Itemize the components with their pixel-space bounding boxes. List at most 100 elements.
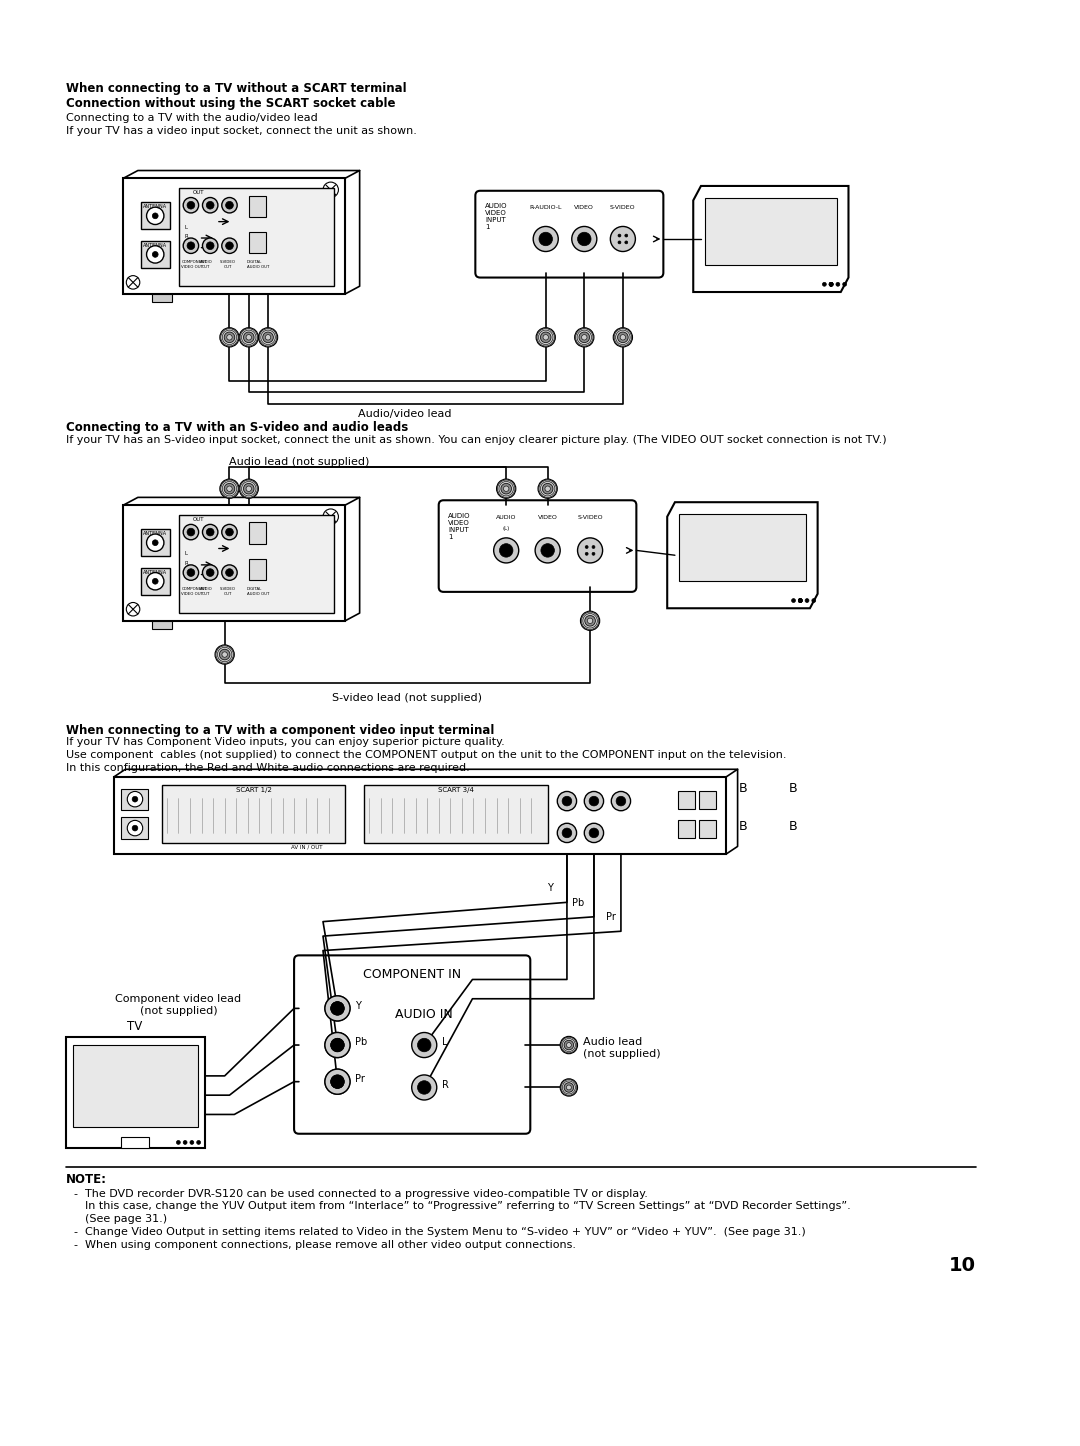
Circle shape bbox=[540, 333, 551, 343]
Text: Pr: Pr bbox=[606, 912, 616, 923]
Circle shape bbox=[616, 797, 625, 805]
Text: AUDIO
VIDEO
INPUT
1: AUDIO VIDEO INPUT 1 bbox=[448, 513, 471, 539]
Circle shape bbox=[202, 198, 218, 213]
Circle shape bbox=[613, 328, 633, 347]
Circle shape bbox=[202, 525, 218, 539]
Bar bbox=[113, 777, 726, 855]
Circle shape bbox=[499, 544, 513, 557]
Bar bbox=[248, 560, 266, 580]
Circle shape bbox=[536, 328, 555, 347]
Circle shape bbox=[258, 328, 278, 347]
Text: ANTENNA
IN: ANTENNA IN bbox=[144, 531, 167, 542]
Circle shape bbox=[561, 1079, 578, 1096]
Circle shape bbox=[542, 483, 553, 495]
Circle shape bbox=[503, 486, 509, 492]
Circle shape bbox=[411, 1074, 436, 1100]
Bar bbox=[699, 820, 716, 837]
Circle shape bbox=[829, 282, 833, 286]
Circle shape bbox=[325, 996, 350, 1021]
Text: Connection without using the SCART socket cable: Connection without using the SCART socke… bbox=[66, 97, 395, 110]
Circle shape bbox=[147, 534, 164, 551]
Circle shape bbox=[829, 282, 833, 286]
Circle shape bbox=[202, 565, 218, 580]
Text: B: B bbox=[739, 820, 747, 833]
Text: AV IN / OUT: AV IN / OUT bbox=[291, 844, 322, 849]
Text: S-VIDEO: S-VIDEO bbox=[610, 205, 636, 210]
Circle shape bbox=[539, 233, 553, 246]
Bar bbox=[152, 620, 172, 629]
Text: AUDIO
VIDEO
INPUT
1: AUDIO VIDEO INPUT 1 bbox=[485, 204, 508, 230]
Circle shape bbox=[418, 1038, 431, 1051]
FancyBboxPatch shape bbox=[294, 956, 530, 1134]
Circle shape bbox=[262, 333, 273, 343]
Circle shape bbox=[184, 1141, 187, 1144]
Circle shape bbox=[625, 241, 627, 244]
Circle shape bbox=[792, 599, 796, 603]
Circle shape bbox=[325, 1032, 350, 1057]
Bar bbox=[248, 233, 266, 253]
Circle shape bbox=[611, 791, 631, 811]
Bar bbox=[678, 791, 696, 808]
Text: S-video lead (not supplied): S-video lead (not supplied) bbox=[332, 693, 482, 703]
Text: R: R bbox=[185, 234, 188, 239]
Circle shape bbox=[206, 568, 214, 577]
Text: ANTENNA
IN: ANTENNA IN bbox=[144, 204, 167, 215]
Bar bbox=[705, 198, 837, 265]
Circle shape bbox=[239, 328, 258, 347]
Circle shape bbox=[538, 479, 557, 499]
Circle shape bbox=[221, 239, 238, 253]
Circle shape bbox=[798, 599, 802, 603]
Circle shape bbox=[266, 334, 271, 340]
Text: ANTENNA
OUT: ANTENNA OUT bbox=[144, 243, 167, 253]
Text: Audio lead
(not supplied): Audio lead (not supplied) bbox=[583, 1037, 661, 1058]
Circle shape bbox=[592, 545, 595, 548]
Text: When connecting to a TV without a SCART terminal: When connecting to a TV without a SCART … bbox=[66, 82, 406, 95]
Circle shape bbox=[545, 486, 551, 492]
Circle shape bbox=[618, 241, 621, 244]
Circle shape bbox=[541, 544, 554, 557]
Circle shape bbox=[578, 233, 591, 246]
Circle shape bbox=[585, 545, 589, 548]
Circle shape bbox=[620, 334, 625, 340]
Text: R: R bbox=[442, 1080, 448, 1090]
Circle shape bbox=[411, 1032, 436, 1057]
Circle shape bbox=[243, 483, 254, 495]
Text: Audio/video lead: Audio/video lead bbox=[359, 409, 451, 419]
Circle shape bbox=[330, 1038, 345, 1051]
Text: L: L bbox=[442, 1037, 447, 1047]
Circle shape bbox=[836, 282, 840, 286]
Circle shape bbox=[152, 578, 158, 584]
Circle shape bbox=[588, 617, 593, 623]
Circle shape bbox=[184, 239, 199, 253]
Text: SCART 1/2: SCART 1/2 bbox=[235, 787, 271, 792]
Bar bbox=[121, 817, 148, 839]
Bar bbox=[162, 785, 346, 843]
Circle shape bbox=[618, 333, 629, 343]
Circle shape bbox=[221, 525, 238, 539]
Circle shape bbox=[805, 599, 809, 603]
Circle shape bbox=[418, 1080, 431, 1095]
Text: B: B bbox=[789, 820, 798, 833]
Circle shape bbox=[219, 649, 230, 659]
Circle shape bbox=[127, 791, 143, 807]
Circle shape bbox=[147, 246, 164, 263]
Circle shape bbox=[184, 565, 199, 580]
Circle shape bbox=[592, 552, 595, 555]
Circle shape bbox=[543, 334, 549, 340]
Circle shape bbox=[222, 652, 228, 658]
Text: -: - bbox=[73, 1189, 78, 1199]
Text: Use component  cables (not supplied) to connect the COMPONENT output on the unit: Use component cables (not supplied) to c… bbox=[66, 750, 786, 761]
Polygon shape bbox=[693, 187, 849, 292]
Circle shape bbox=[330, 1074, 345, 1089]
Text: B: B bbox=[789, 782, 798, 795]
Circle shape bbox=[564, 1083, 573, 1092]
Circle shape bbox=[187, 241, 194, 250]
Circle shape bbox=[566, 1043, 571, 1047]
Text: NOTE:: NOTE: bbox=[66, 1173, 107, 1186]
Circle shape bbox=[829, 282, 833, 286]
Bar bbox=[66, 1037, 205, 1148]
Bar bbox=[140, 529, 170, 557]
FancyBboxPatch shape bbox=[475, 191, 663, 278]
Circle shape bbox=[575, 328, 594, 347]
Circle shape bbox=[227, 486, 232, 492]
